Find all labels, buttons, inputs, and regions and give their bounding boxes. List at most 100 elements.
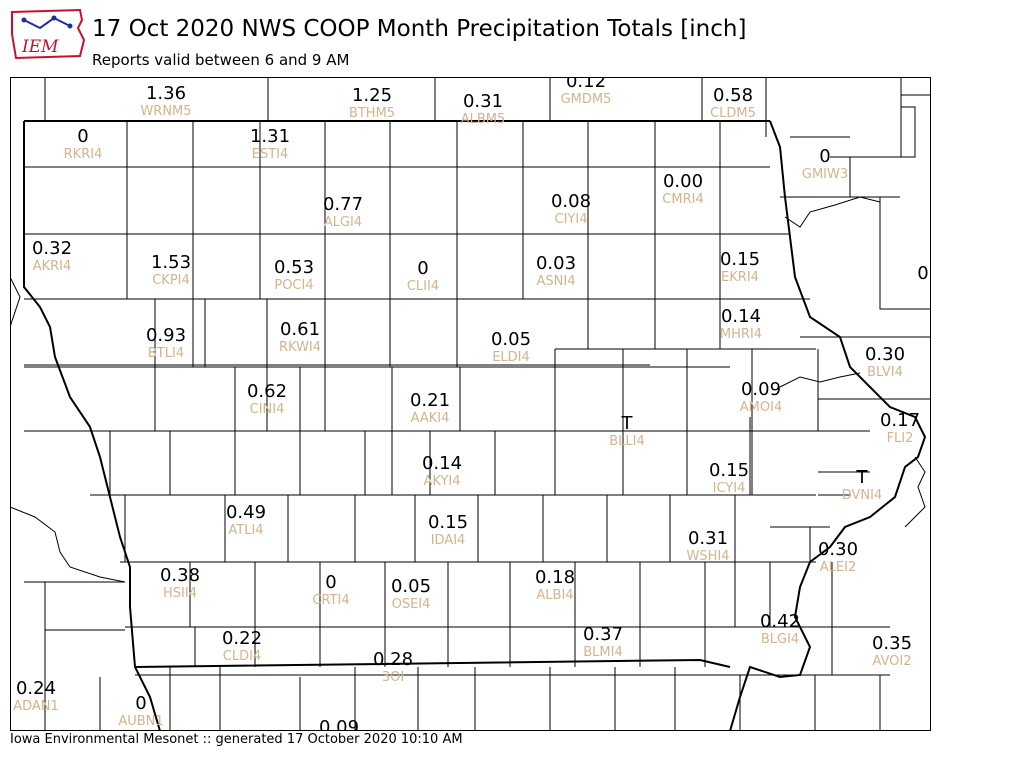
station-id: ICYI4 (713, 481, 746, 496)
station-value: 0.21 (410, 390, 450, 411)
station-id: CRTI4 (312, 593, 349, 608)
iem-logo: IEM (11, 8, 86, 60)
station-id: DVNI4 (842, 488, 883, 503)
station-value: 0 (417, 258, 428, 279)
station-id: ALGI4 (324, 215, 362, 230)
station-value: 0.17 (880, 410, 920, 431)
station-value: 0.09 (741, 379, 781, 400)
station-value: 0.22 (222, 628, 262, 649)
station-id: CMRI4 (662, 192, 703, 207)
map-subtitle: Reports valid between 6 and 9 AM (92, 51, 350, 69)
station-value: 0.42 (760, 611, 800, 632)
station-id: AVOI2 (872, 654, 911, 669)
station-value: 0.05 (491, 329, 531, 350)
river-lines (10, 196, 926, 583)
station-id: HSII4 (163, 586, 197, 601)
station-id: ASNI4 (537, 274, 576, 289)
station-value: 0.61 (280, 319, 320, 340)
station-id: ALEI2 (820, 560, 856, 575)
station-id: CLII4 (407, 279, 439, 294)
station-id: CKPI4 (152, 273, 190, 288)
station-value: 0.15 (720, 249, 760, 270)
station-id: CLDM5 (710, 106, 756, 121)
station-id: OSEI4 (392, 597, 431, 612)
station-value: 0.37 (583, 624, 623, 645)
station-id: GMDM5 (561, 92, 612, 107)
station-id: BLLI4 (609, 434, 645, 449)
station-value: 0.38 (160, 565, 200, 586)
station-value: 1.36 (146, 83, 186, 104)
station-value: 0.12 (566, 77, 606, 92)
station-value: 0 (325, 572, 336, 593)
county-grid (24, 77, 931, 731)
station-value: 0.35 (872, 633, 912, 654)
station-id: IDAI4 (431, 533, 466, 548)
station-value: 0.18 (535, 567, 575, 588)
station-value: 0.14 (422, 453, 462, 474)
station-value: 0.08 (551, 191, 591, 212)
station-value: 0.31 (463, 91, 503, 112)
station-id: ATLI4 (228, 523, 263, 538)
station-value: 0.28 (373, 649, 413, 670)
station-id: EKRI4 (721, 270, 759, 285)
station-value: 0.53 (274, 257, 314, 278)
station-id: MHRI4 (720, 327, 762, 342)
station-id: FLI2 (887, 431, 914, 446)
station-value: T (856, 467, 869, 488)
station-value: 0 (917, 263, 928, 284)
station-id: AAKI4 (411, 411, 450, 426)
station-id: CLDI4 (223, 649, 261, 664)
station-id: GMIW3 (802, 167, 848, 182)
station-id: WRNM5 (140, 104, 191, 119)
station-value: 0.93 (146, 325, 186, 346)
station-id: RKWI4 (279, 340, 321, 355)
station-id: BLGI4 (761, 632, 799, 647)
station-id: ALBI4 (536, 588, 573, 603)
footer-credit: Iowa Environmental Mesonet :: generated … (10, 732, 463, 747)
station-id: BLMI4 (583, 645, 622, 660)
map-title: 17 Oct 2020 NWS COOP Month Precipitation… (92, 16, 747, 42)
station-id: RKRI4 (64, 147, 103, 162)
station-id: BTLI4 (148, 346, 184, 361)
station-value: 0.58 (713, 85, 753, 106)
station-value: 0 (135, 693, 146, 714)
station-id: WSHI4 (687, 549, 730, 564)
station-value: 0.09 (319, 717, 359, 731)
station-id: CIYI4 (555, 212, 588, 227)
station-id: CINI4 (250, 402, 285, 417)
station-value: 0.30 (818, 539, 858, 560)
station-value: 0.31 (688, 528, 728, 549)
station-id: ELDI4 (492, 350, 530, 365)
station-value: 0.77 (323, 194, 363, 215)
station-value: 0.14 (721, 306, 761, 327)
station-value: 0.15 (709, 460, 749, 481)
state-borders (23, 120, 927, 731)
logo-text: IEM (21, 37, 59, 57)
station-value: 0 (77, 126, 88, 147)
station-value: T (621, 413, 634, 434)
station-id: AKYI4 (423, 474, 460, 489)
station-value: 0.00 (663, 171, 703, 192)
station-id: POCI4 (274, 278, 313, 293)
station-id: 3OI (382, 670, 404, 685)
station-value: 0.30 (865, 344, 905, 365)
station-id: ADAN1 (13, 699, 59, 714)
station-value: 0 (819, 146, 830, 167)
station-value: 0.05 (391, 576, 431, 597)
station-id: AMOI4 (740, 400, 782, 415)
station-value: 0.32 (32, 238, 72, 259)
station-value: 0.49 (226, 502, 266, 523)
station-value: 0.62 (247, 381, 287, 402)
station-value: 1.53 (151, 252, 191, 273)
station-value: 0.03 (536, 253, 576, 274)
station-value: 1.31 (250, 126, 290, 147)
station-id: ALBM5 (461, 112, 506, 127)
station-id: AKRI4 (33, 259, 72, 274)
station-value: 0.24 (16, 678, 56, 699)
station-value: 0.15 (428, 512, 468, 533)
station-id: BTHM5 (349, 106, 395, 121)
station-id: ESTI4 (252, 147, 289, 162)
station-id: AUBN1 (118, 714, 163, 729)
